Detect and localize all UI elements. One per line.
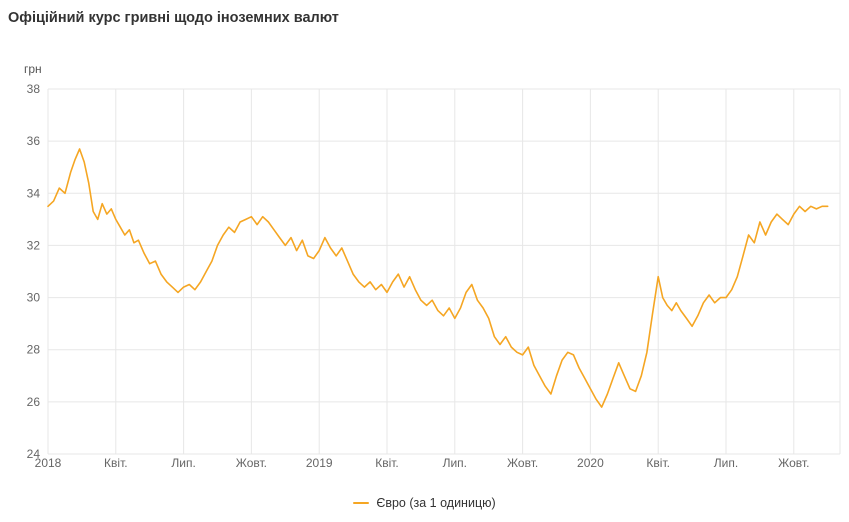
x-tick-label: Жовт.: [236, 456, 267, 470]
y-tick-label: 24: [27, 447, 41, 461]
x-tick-label: Лип.: [443, 456, 467, 470]
legend-line-swatch: [353, 502, 370, 504]
x-tick-label: 2020: [577, 456, 604, 470]
legend-label: Євро (за 1 одиницю): [376, 496, 496, 510]
y-tick-label: 30: [27, 291, 41, 305]
y-tick-label: 26: [27, 395, 41, 409]
horizontal-gridlines: [48, 88, 840, 455]
x-tick-label: 2018: [35, 456, 62, 470]
x-tick-label: Лип.: [171, 456, 195, 470]
y-tick-label: 32: [27, 238, 41, 252]
y-axis-labels: 24 26 28 30 32 34 36 38: [27, 82, 41, 461]
line-chart-plot: 24 26 28 30 32 34 36 38 2018 Квіт. Лип. Жовт. 2019 Кв…: [27, 82, 841, 470]
x-tick-label: Квіт.: [104, 456, 128, 470]
y-tick-label: 28: [27, 343, 41, 357]
legend-item-euro[interactable]: Євро (за 1 одиницю): [0, 496, 849, 510]
y-tick-label: 38: [27, 82, 41, 96]
x-tick-label: Жовт.: [507, 456, 538, 470]
series-line-euro: [47, 148, 829, 408]
chart-title: Офіційний курс гривні щодо іноземних вал…: [8, 10, 339, 26]
y-axis-unit-label: грн: [24, 62, 42, 76]
y-tick-label: 34: [27, 186, 41, 200]
x-tick-label: Квіт.: [375, 456, 399, 470]
x-tick-label: 2019: [306, 456, 333, 470]
x-axis-labels: 2018 Квіт. Лип. Жовт. 2019 Квіт. Лип. Жовт. 2020…: [35, 456, 810, 470]
x-tick-label: Квіт.: [646, 456, 670, 470]
y-tick-label: 36: [27, 134, 41, 148]
vertical-gridlines: [47, 89, 841, 454]
x-tick-label: Лип.: [714, 456, 738, 470]
x-tick-label: Жовт.: [778, 456, 809, 470]
